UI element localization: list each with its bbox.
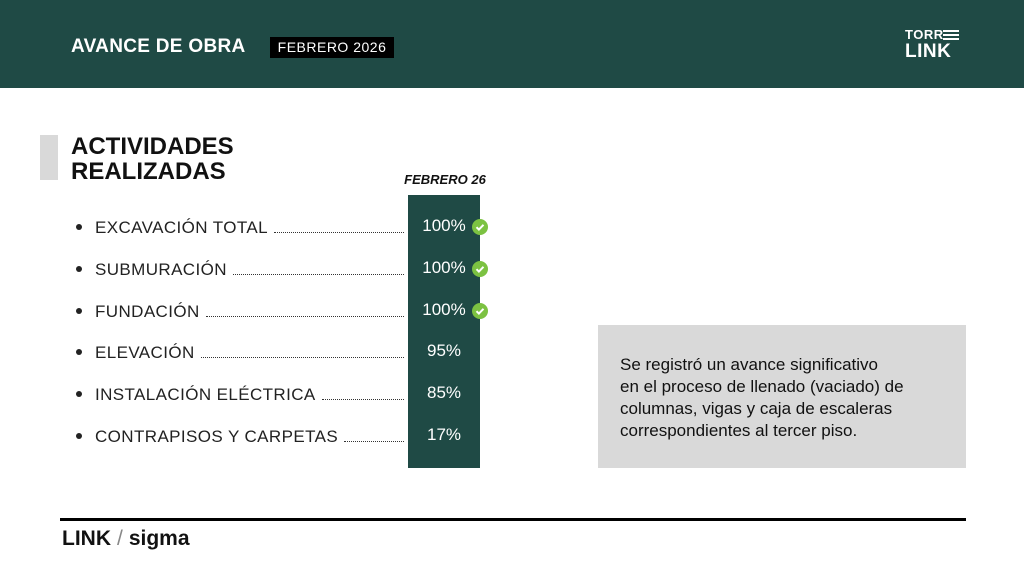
leader [205, 315, 404, 317]
activity-value: 17% [426, 425, 462, 444]
note-line: correspondientes al tercer piso. [620, 421, 858, 440]
bullet [76, 265, 82, 272]
check-icon [472, 260, 488, 277]
bullet [76, 224, 82, 230]
logo-bottom: LINK [905, 41, 952, 62]
activity-row: EXCAVACIÓN TOTAL [74, 214, 408, 238]
activity-label: EXCAVACIÓN TOTAL [95, 218, 268, 237]
section-title-line: REALIZADAS [71, 158, 226, 185]
activity-label: SUBMURACIÓN [95, 259, 227, 279]
section-title: ACTIVIDADES REALIZADAS [71, 134, 234, 184]
leader [321, 399, 404, 401]
brand: sigma [128, 527, 190, 550]
logo-top: TORR [905, 27, 944, 42]
section-title-line: ACTIVIDADES [71, 133, 234, 160]
header-band [0, 0, 1024, 88]
bullet [76, 307, 82, 314]
value-column [408, 195, 480, 468]
leader [232, 273, 404, 275]
bullet [76, 433, 82, 439]
bullet [76, 349, 82, 356]
activity-value: 100% [422, 257, 466, 277]
activity-label: INSTALACIÓN ELÉCTRICA [95, 385, 316, 405]
title: AVANCE DE OBRA [71, 36, 246, 57]
activity-value: 85% [426, 383, 462, 403]
bullet [76, 391, 82, 398]
logo-lines [943, 30, 959, 42]
activity-value: 100% [422, 216, 466, 235]
activity-value: 100% [422, 299, 466, 319]
check-icon [472, 302, 488, 319]
leader [200, 357, 404, 359]
note-line: en el proceso de llenado (vaciado) de [620, 377, 904, 396]
activity-value: 95% [426, 341, 462, 361]
section-marker [40, 135, 58, 180]
note-box: Se registró un avance significativo en el… [598, 325, 966, 468]
separator: / [117, 527, 123, 550]
leader [273, 232, 404, 233]
activity-row: SUBMURACIÓN [74, 256, 408, 280]
note-line: Se registró un avance significativo [620, 355, 878, 374]
activity-label: FUNDACIÓN [95, 301, 200, 321]
leader [344, 441, 404, 442]
activity-row: INSTALACIÓN ELÉCTRICA [74, 381, 408, 405]
logo: TORR LINK [905, 28, 965, 62]
footer-brand: LINK / sigma [62, 527, 190, 551]
activity-row: ELEVACIÓN [74, 339, 408, 363]
activity-label: ELEVACIÓN [95, 343, 195, 363]
footer-rule [60, 518, 966, 521]
check-icon [472, 219, 488, 235]
activity-row: CONTRAPISOS Y CARPETAS [74, 423, 408, 447]
activity-row: FUNDACIÓN [74, 298, 408, 322]
period-badge: FEBRERO 2026 [270, 37, 394, 58]
column-header: FEBRERO 26 [404, 172, 486, 187]
note-line: columnas, vigas y caja de escaleras [620, 399, 893, 418]
activity-label: CONTRAPISOS Y CARPETAS [95, 427, 339, 446]
brand: LINK [62, 527, 111, 550]
